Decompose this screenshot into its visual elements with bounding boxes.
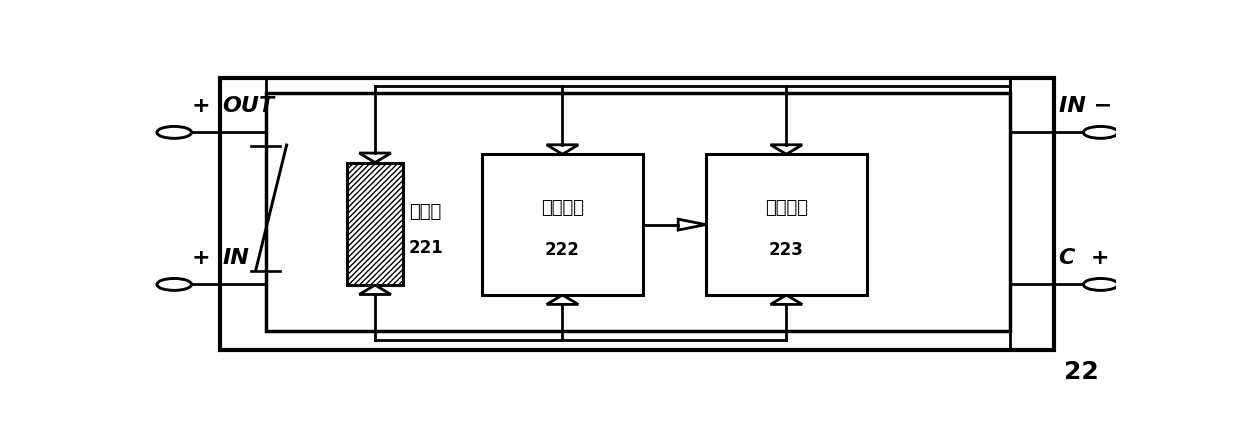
Text: IN −: IN − xyxy=(1059,96,1112,116)
Text: 开关电源: 开关电源 xyxy=(541,199,584,217)
Polygon shape xyxy=(360,153,391,163)
Text: 时钟电路: 时钟电路 xyxy=(765,199,808,217)
Bar xyxy=(706,154,867,295)
Polygon shape xyxy=(547,145,578,154)
Text: 22: 22 xyxy=(1064,359,1099,384)
Text: +: + xyxy=(192,248,211,268)
Text: C  +: C + xyxy=(1059,248,1110,268)
Polygon shape xyxy=(678,219,706,230)
Polygon shape xyxy=(770,295,802,304)
Text: 222: 222 xyxy=(546,241,580,259)
Bar xyxy=(347,163,403,285)
Bar xyxy=(481,154,644,295)
Text: OUT: OUT xyxy=(222,96,274,116)
Text: 223: 223 xyxy=(769,241,804,259)
Text: 221: 221 xyxy=(409,239,444,257)
Polygon shape xyxy=(360,285,391,295)
Bar xyxy=(265,93,1011,332)
Bar xyxy=(221,78,1054,350)
Text: +: + xyxy=(192,96,211,116)
Text: IN: IN xyxy=(222,248,249,268)
Text: 继电器: 继电器 xyxy=(409,203,441,221)
Polygon shape xyxy=(547,295,578,304)
Polygon shape xyxy=(770,145,802,154)
